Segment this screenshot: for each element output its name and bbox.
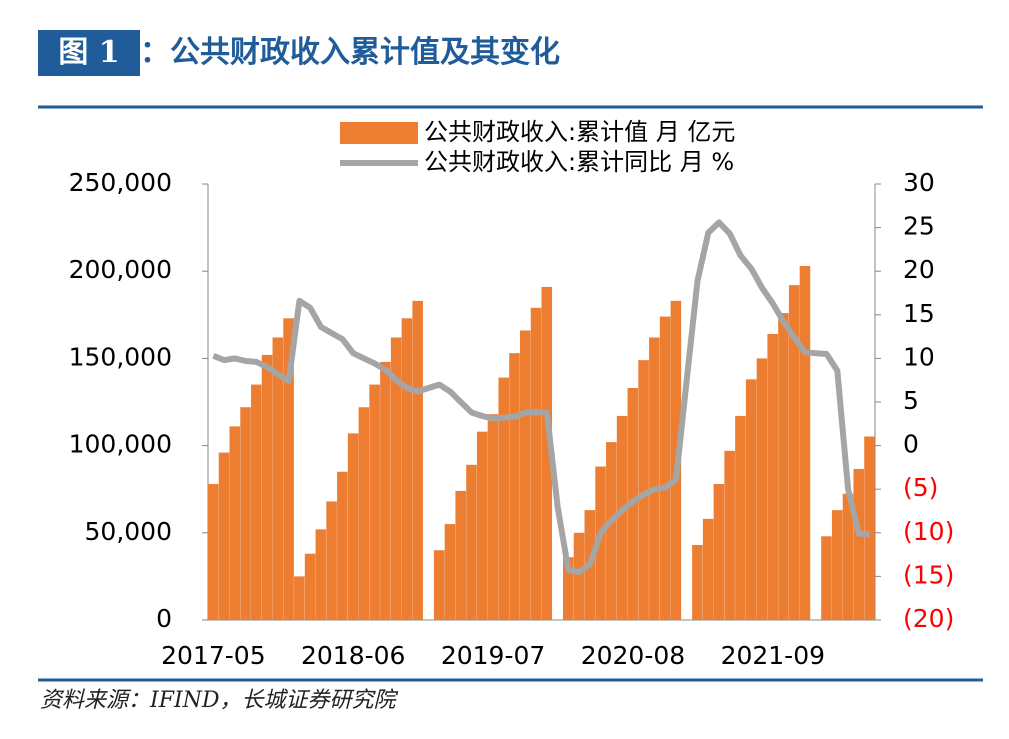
bar — [476, 431, 488, 620]
bar — [864, 436, 875, 620]
bar — [799, 265, 811, 620]
bar — [487, 414, 499, 620]
bar — [251, 384, 262, 620]
y2-tick-label: 10 — [903, 342, 935, 371]
legend-label: 公共财政收入:累计值 月 亿元 — [424, 118, 735, 146]
y-tick-label: 150,000 — [69, 342, 172, 371]
bar — [735, 415, 746, 620]
y2-tick-label: 15 — [903, 299, 935, 328]
source: 资料来源：IFIND，长城证券研究院 — [40, 688, 399, 713]
bar — [563, 557, 574, 620]
legend-swatch — [340, 122, 418, 144]
bar — [208, 483, 219, 620]
bar — [767, 333, 778, 620]
bar — [649, 337, 660, 620]
bar — [573, 532, 585, 620]
bar — [304, 553, 316, 620]
bar — [326, 501, 337, 620]
bar — [745, 379, 757, 620]
y2-tick-label: 20 — [903, 255, 935, 284]
bar — [401, 318, 413, 620]
bar — [369, 384, 380, 620]
bar — [788, 285, 800, 620]
y2-tick-label: (20) — [903, 604, 954, 633]
bar — [347, 433, 359, 620]
y2-tick-label: 5 — [903, 386, 919, 415]
bar — [595, 466, 606, 620]
x-tick-label: 2019-07 — [441, 641, 545, 670]
header-box — [38, 30, 140, 76]
bar — [692, 545, 703, 620]
bar — [638, 360, 649, 620]
x-tick-label: 2020-08 — [581, 641, 685, 670]
bar — [530, 307, 542, 620]
y-tick-label: 200,000 — [69, 255, 172, 284]
y2-tick-label: 30 — [903, 168, 935, 197]
y2-tick-label: 0 — [903, 430, 919, 459]
bar — [229, 426, 241, 620]
bar — [509, 353, 520, 620]
x-tick-label: 2017-05 — [161, 641, 265, 670]
bar — [455, 490, 466, 620]
bar — [294, 576, 305, 620]
bar — [842, 493, 854, 620]
bar — [519, 330, 531, 620]
legend-label: 公共财政收入:累计同比 月 % — [424, 148, 734, 176]
bar — [498, 377, 510, 620]
bar — [541, 286, 553, 620]
header-title: ：公共财政收入累计值及其变化 — [140, 35, 560, 70]
y2-tick-label: 25 — [903, 212, 935, 241]
bar — [283, 318, 294, 620]
y-tick-label: 250,000 — [69, 168, 172, 197]
bar — [218, 452, 230, 620]
bar — [616, 415, 628, 620]
bar — [315, 529, 327, 620]
header-label: 图 1 — [58, 35, 119, 70]
y-tick-label: 0 — [156, 604, 172, 633]
bar — [659, 316, 671, 620]
y2-tick-label: (15) — [903, 560, 954, 589]
bar — [261, 354, 273, 620]
bar — [724, 450, 735, 620]
bar — [272, 337, 284, 620]
bar — [821, 536, 832, 620]
bar — [853, 468, 865, 620]
bar — [606, 442, 617, 620]
bar — [444, 524, 456, 620]
y2-tick-label: (5) — [903, 473, 938, 502]
bar — [831, 510, 843, 620]
bar — [756, 358, 768, 620]
bar — [390, 337, 402, 620]
bar — [412, 300, 423, 620]
line — [212, 219, 870, 575]
bar — [466, 464, 477, 620]
y-tick-label: 50,000 — [85, 517, 172, 546]
y-tick-label: 100,000 — [69, 430, 172, 459]
bar — [380, 361, 391, 620]
y2-tick-label: (10) — [903, 517, 954, 546]
x-tick-label: 2018-06 — [301, 641, 405, 670]
bar — [778, 313, 789, 620]
x-tick-label: 2021-09 — [721, 641, 825, 670]
bar — [433, 550, 445, 620]
bar — [713, 483, 725, 620]
bar — [337, 471, 348, 620]
bar — [240, 407, 251, 620]
bar — [358, 407, 370, 620]
bar — [702, 518, 714, 620]
